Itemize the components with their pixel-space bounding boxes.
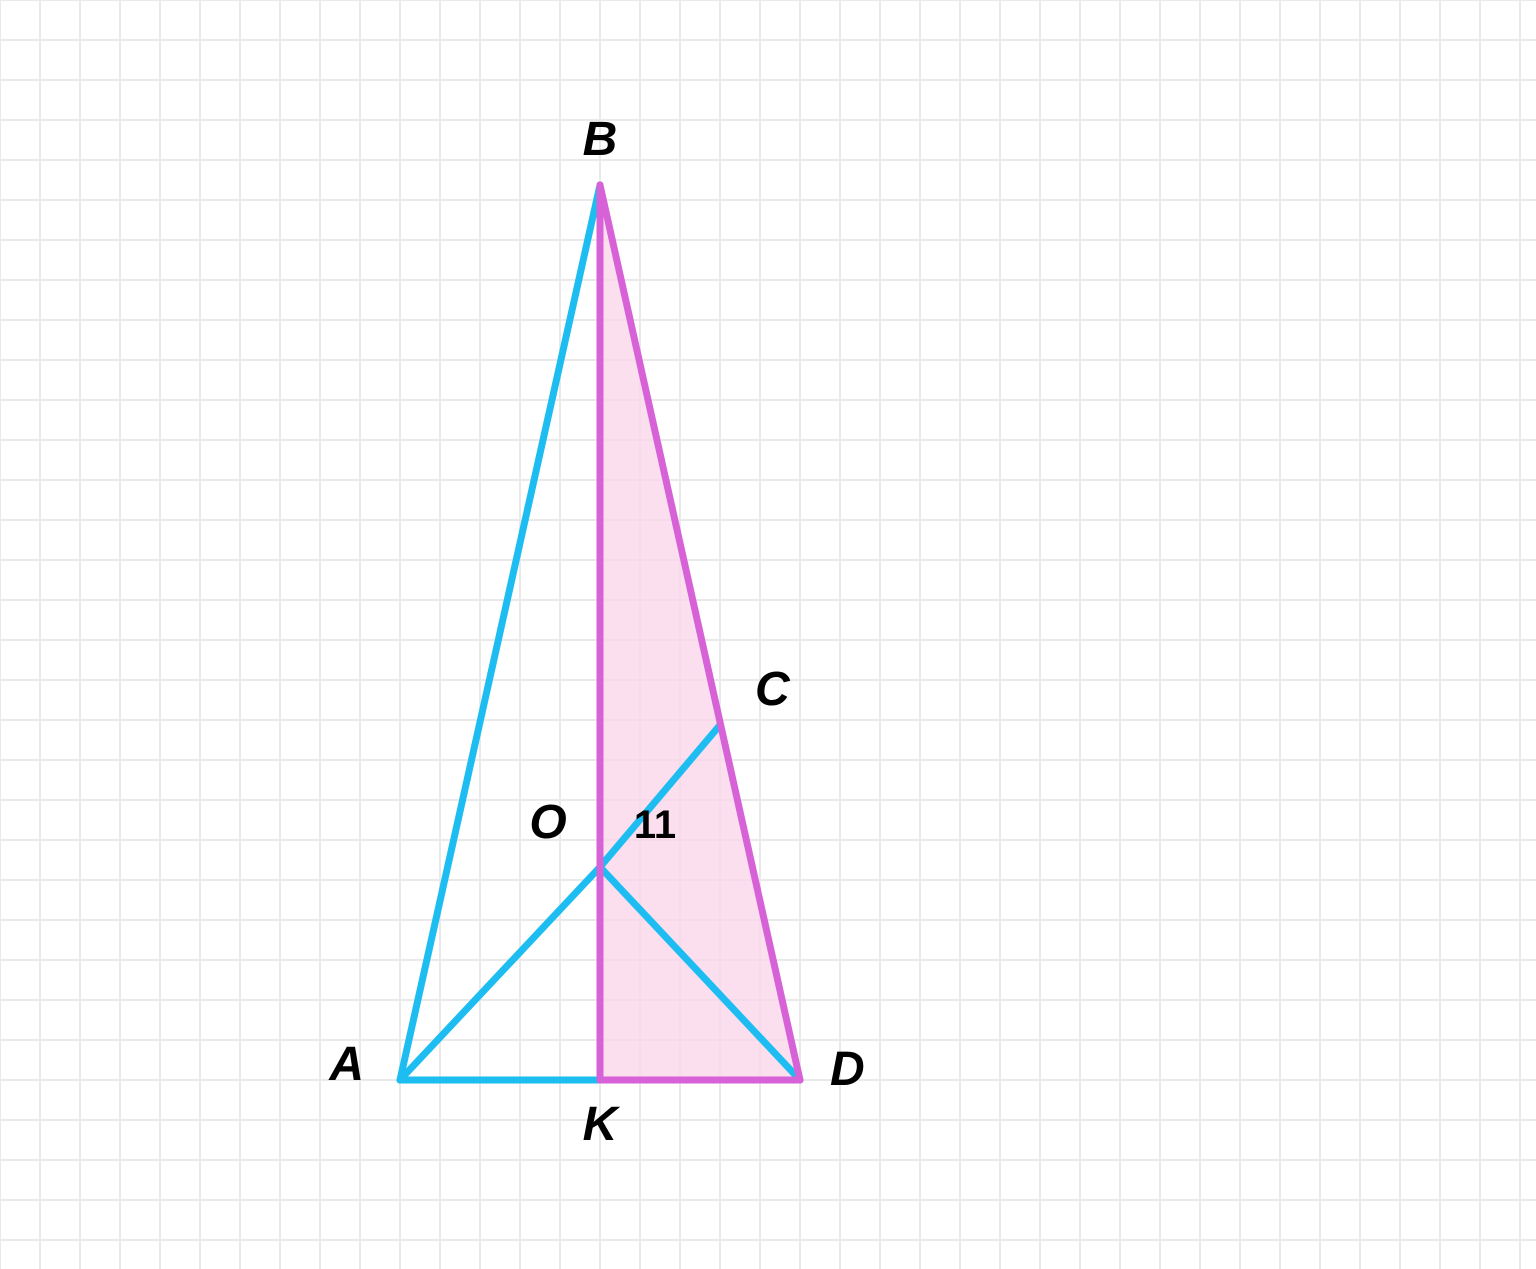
label-O: O (529, 796, 566, 849)
label-B: B (583, 113, 618, 166)
geometry-figure: A B C D K O 11 (0, 0, 1536, 1269)
label-D: D (830, 1043, 865, 1096)
label-A: A (328, 1038, 364, 1091)
label-K: K (583, 1098, 621, 1151)
label-edge_OC: 11 (634, 803, 676, 847)
label-C: C (755, 663, 791, 716)
